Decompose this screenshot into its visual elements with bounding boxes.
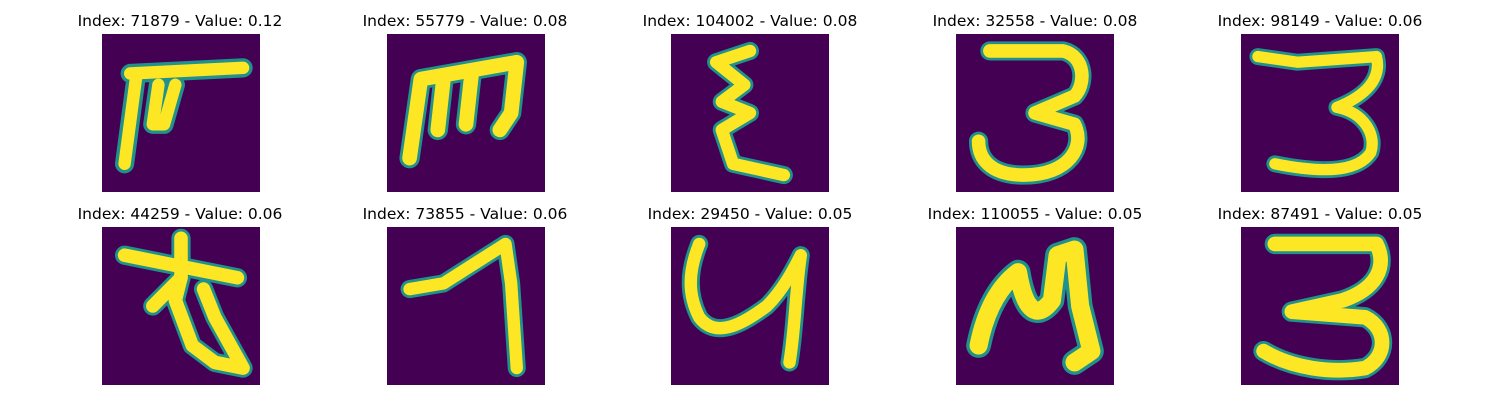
digit-panel-3 bbox=[671, 34, 829, 192]
digit-panel-7 bbox=[387, 227, 545, 385]
panel-title-5: Index: 98149 - Value: 0.06 bbox=[1150, 12, 1490, 30]
m-like-icon bbox=[387, 34, 545, 192]
digit-panel-8 bbox=[671, 227, 829, 385]
digit-panel-5 bbox=[1241, 34, 1399, 192]
pi-like-icon bbox=[102, 34, 260, 192]
digit-panel-1 bbox=[102, 34, 260, 192]
seven-like-icon bbox=[387, 227, 545, 385]
digit-panel-10 bbox=[1241, 227, 1399, 385]
three-like-icon bbox=[1241, 227, 1399, 385]
digit-panel-2 bbox=[387, 34, 545, 192]
three-like-icon bbox=[1241, 34, 1399, 192]
crossed-loop-icon bbox=[102, 227, 260, 385]
digit-panel-6 bbox=[102, 227, 260, 385]
m-like-icon bbox=[956, 227, 1114, 385]
three-like-icon bbox=[956, 34, 1114, 192]
y-like-icon bbox=[671, 227, 829, 385]
epsilon-like-icon bbox=[671, 34, 829, 192]
digit-panel-4 bbox=[956, 34, 1114, 192]
digit-panel-9 bbox=[956, 227, 1114, 385]
panel-title-10: Index: 87491 - Value: 0.05 bbox=[1150, 205, 1490, 223]
